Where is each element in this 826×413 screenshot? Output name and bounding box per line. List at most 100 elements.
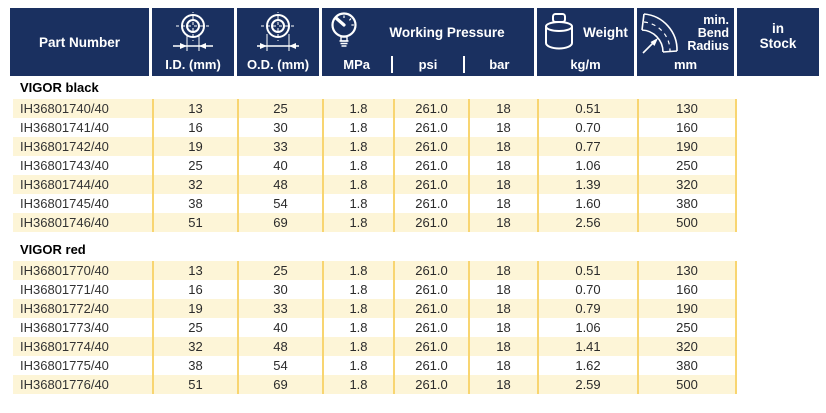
cell-od: 25 xyxy=(237,99,322,118)
cell-bar: 18 xyxy=(468,337,537,356)
bend-radius-title: min. Bend Radius xyxy=(687,12,729,53)
cell-kgm: 1.06 xyxy=(537,156,637,175)
weight-icon xyxy=(541,12,577,52)
cell-od: 48 xyxy=(237,175,322,194)
in-stock-title: in Stock xyxy=(759,21,797,51)
cell-bend: 250 xyxy=(637,318,737,337)
cell-mpa: 1.8 xyxy=(322,194,393,213)
cell-bar: 18 xyxy=(468,299,537,318)
header-od: O.D. (mm) xyxy=(237,8,319,76)
cell-bar: 18 xyxy=(468,194,537,213)
cell-id: 25 xyxy=(152,156,237,175)
cell-bar: 18 xyxy=(468,137,537,156)
table-row: IH36801740/40 13 25 1.8 261.0 18 0.51 130 xyxy=(13,99,737,118)
cell-kgm: 1.62 xyxy=(537,356,637,375)
cell-id: 13 xyxy=(152,99,237,118)
cell-mpa: 1.8 xyxy=(322,175,393,194)
cell-psi: 261.0 xyxy=(393,318,468,337)
table-row: IH36801742/40 19 33 1.8 261.0 18 0.77 190 xyxy=(13,137,737,156)
cell-mpa: 1.8 xyxy=(322,137,393,156)
cell-part: IH36801770/40 xyxy=(20,263,109,278)
cell-part: IH36801774/40 xyxy=(20,339,109,354)
cell-bend: 160 xyxy=(637,280,737,299)
cell-bend: 190 xyxy=(637,299,737,318)
header-working-pressure: Working Pressure MPa psi bar xyxy=(322,8,534,76)
table-row: IH36801770/40 13 25 1.8 261.0 18 0.51 130 xyxy=(13,261,737,280)
cell-bend: 320 xyxy=(637,175,737,194)
unit-bar: bar xyxy=(462,56,534,73)
cell-mpa: 1.8 xyxy=(322,318,393,337)
cell-part: IH36801746/40 xyxy=(20,215,109,230)
cell-part: IH36801775/40 xyxy=(20,358,109,373)
table-row: IH36801745/40 38 54 1.8 261.0 18 1.60 380 xyxy=(13,194,737,213)
cell-bend: 250 xyxy=(637,156,737,175)
cell-psi: 261.0 xyxy=(393,99,468,118)
cell-id: 38 xyxy=(152,356,237,375)
cell-id: 16 xyxy=(152,118,237,137)
cell-psi: 261.0 xyxy=(393,213,468,232)
cell-id: 25 xyxy=(152,318,237,337)
cell-bar: 18 xyxy=(468,213,537,232)
group-label: VIGOR black xyxy=(13,76,737,99)
cell-bar: 18 xyxy=(468,356,537,375)
cell-id: 16 xyxy=(152,280,237,299)
inner-diameter-icon xyxy=(152,8,234,56)
cell-bend: 160 xyxy=(637,118,737,137)
cell-psi: 261.0 xyxy=(393,375,468,394)
cell-psi: 261.0 xyxy=(393,337,468,356)
cell-kgm: 1.06 xyxy=(537,318,637,337)
cell-od: 54 xyxy=(237,194,322,213)
cell-psi: 261.0 xyxy=(393,261,468,280)
table-row: IH36801741/40 16 30 1.8 261.0 18 0.70 160 xyxy=(13,118,737,137)
cell-kgm: 0.51 xyxy=(537,261,637,280)
cell-bend: 380 xyxy=(637,356,737,375)
cell-part: IH36801740/40 xyxy=(20,101,109,116)
table-row: IH36801743/40 25 40 1.8 261.0 18 1.06 250 xyxy=(13,156,737,175)
cell-psi: 261.0 xyxy=(393,137,468,156)
cell-od: 40 xyxy=(237,318,322,337)
cell-kgm: 2.59 xyxy=(537,375,637,394)
table-row: IH36801771/40 16 30 1.8 261.0 18 0.70 160 xyxy=(13,280,737,299)
header-in-stock: in Stock xyxy=(737,8,819,76)
cell-id: 32 xyxy=(152,337,237,356)
cell-part: IH36801776/40 xyxy=(20,377,109,392)
unit-psi: psi xyxy=(391,56,462,73)
cell-mpa: 1.8 xyxy=(322,356,393,375)
cell-part: IH36801773/40 xyxy=(20,320,109,335)
header-bend-radius: min. Bend Radius mm xyxy=(637,8,734,76)
cell-kgm: 1.41 xyxy=(537,337,637,356)
cell-mpa: 1.8 xyxy=(322,375,393,394)
cell-kgm: 2.56 xyxy=(537,213,637,232)
cell-od: 33 xyxy=(237,299,322,318)
unit-mpa: MPa xyxy=(343,57,371,72)
cell-mpa: 1.8 xyxy=(322,337,393,356)
cell-psi: 261.0 xyxy=(393,156,468,175)
table-row: IH36801746/40 51 69 1.8 261.0 18 2.56 500 xyxy=(13,213,737,232)
cell-bend: 130 xyxy=(637,99,737,118)
cell-mpa: 1.8 xyxy=(322,280,393,299)
table-row: IH36801775/40 38 54 1.8 261.0 18 1.62 380 xyxy=(13,356,737,375)
cell-mpa: 1.8 xyxy=(322,156,393,175)
cell-bend: 130 xyxy=(637,261,737,280)
bend-unit-label: mm xyxy=(673,57,698,72)
cell-od: 30 xyxy=(237,118,322,137)
cell-psi: 261.0 xyxy=(393,194,468,213)
cell-mpa: 1.8 xyxy=(322,299,393,318)
cell-bend: 190 xyxy=(637,137,737,156)
cell-id: 19 xyxy=(152,137,237,156)
table-row: IH36801774/40 32 48 1.8 261.0 18 1.41 320 xyxy=(13,337,737,356)
table-row: IH36801772/40 19 33 1.8 261.0 18 0.79 190 xyxy=(13,299,737,318)
cell-part: IH36801742/40 xyxy=(20,139,109,154)
cell-kgm: 0.70 xyxy=(537,280,637,299)
cell-od: 25 xyxy=(237,261,322,280)
header-id: I.D. (mm) xyxy=(152,8,234,76)
cell-bend: 380 xyxy=(637,194,737,213)
cell-id: 51 xyxy=(152,213,237,232)
cell-kgm: 0.79 xyxy=(537,299,637,318)
id-unit-label: I.D. (mm) xyxy=(165,57,221,72)
cell-psi: 261.0 xyxy=(393,356,468,375)
cell-bend: 500 xyxy=(637,213,737,232)
cell-od: 30 xyxy=(237,280,322,299)
cell-bar: 18 xyxy=(468,175,537,194)
